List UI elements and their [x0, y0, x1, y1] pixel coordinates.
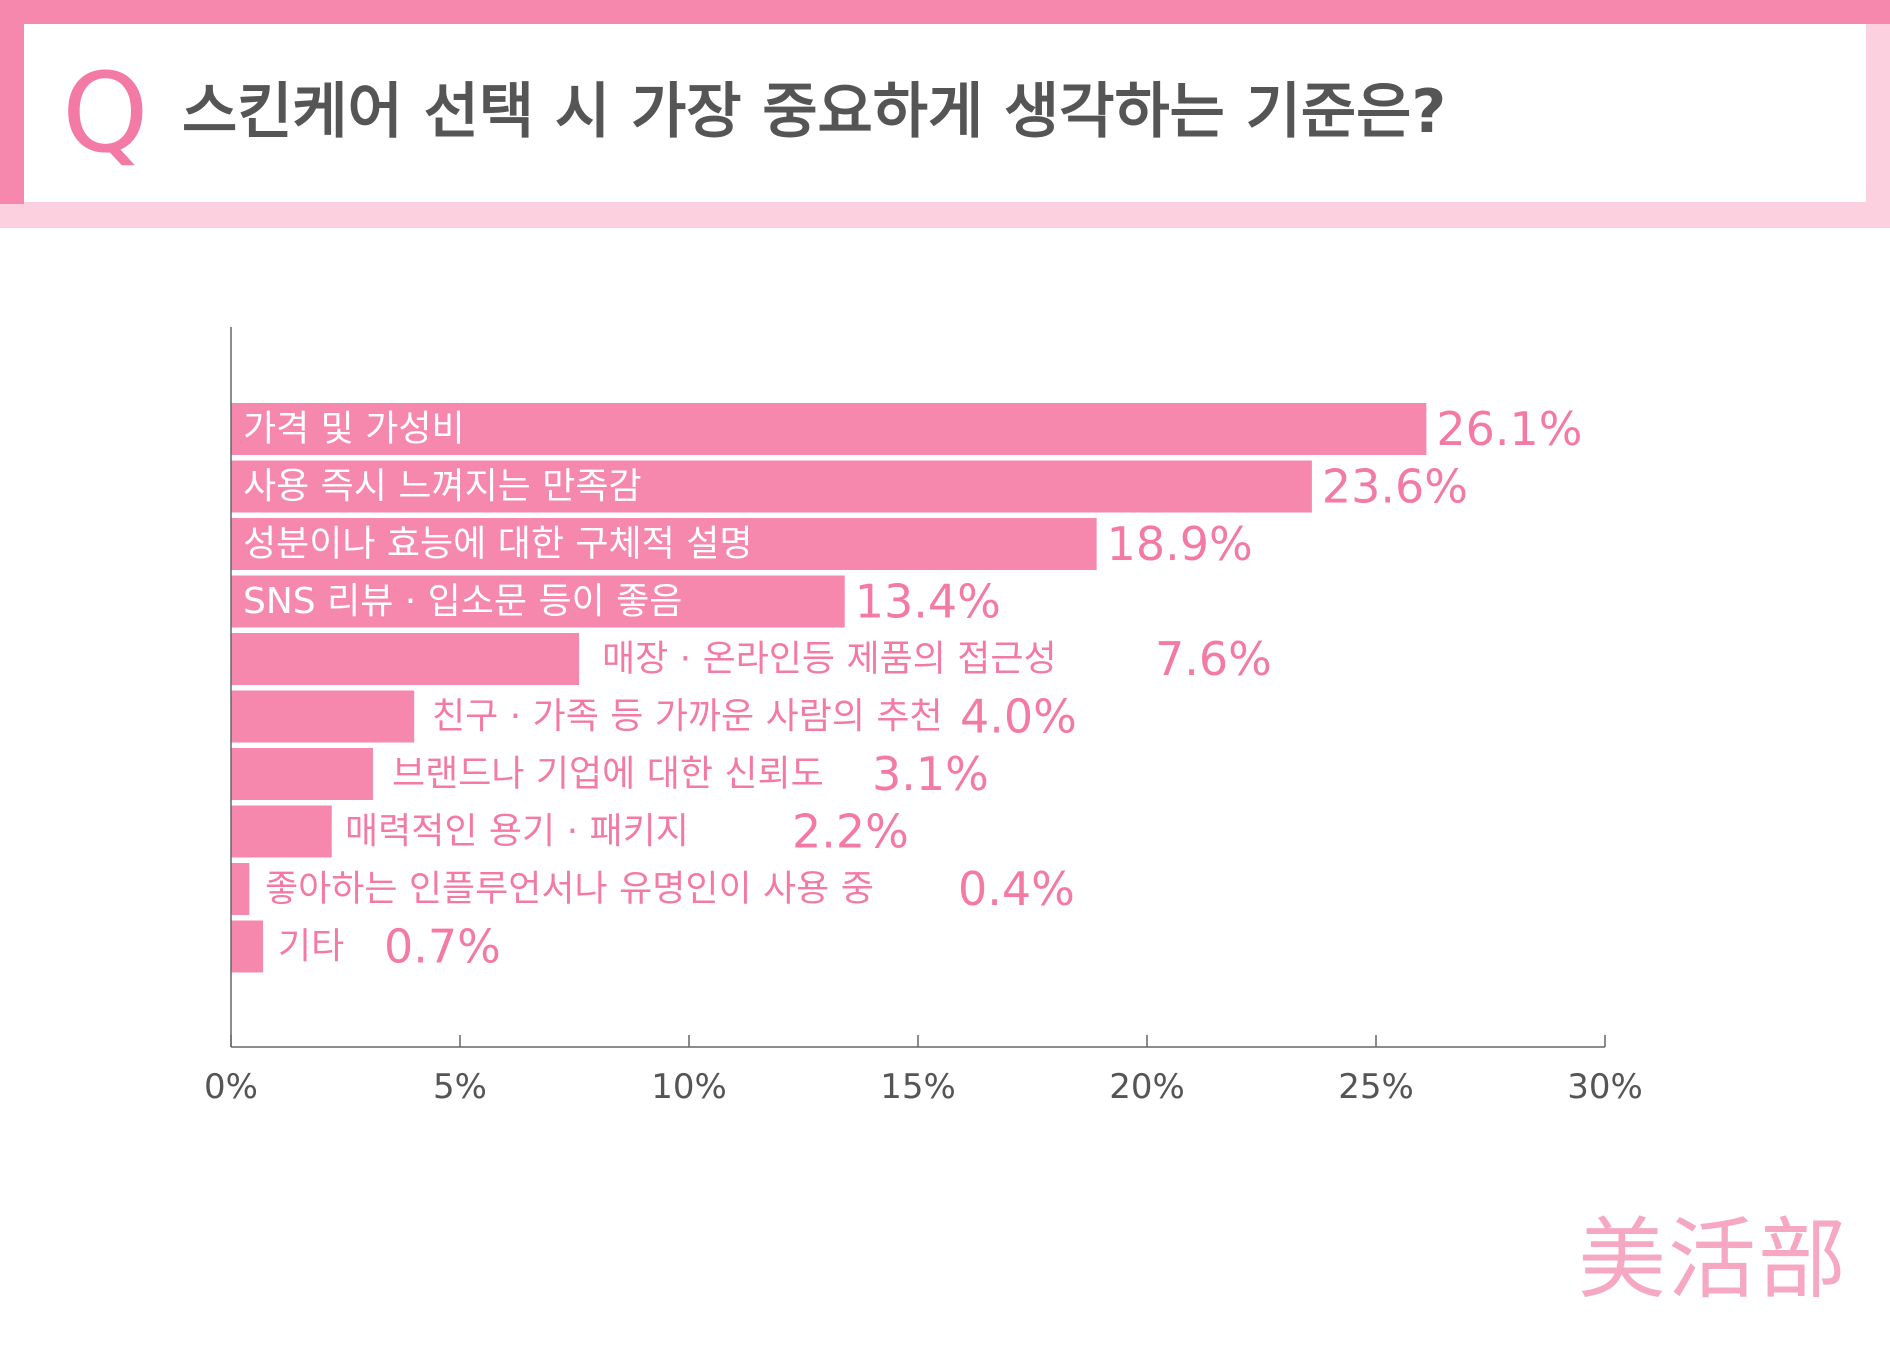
- x-tick-label: 5%: [433, 1067, 487, 1107]
- bar-4: [231, 575, 845, 628]
- question-mark-letter: Q: [62, 49, 149, 177]
- value-label: 3.1%: [872, 747, 989, 801]
- bar-8: [231, 805, 332, 858]
- question-title: 스킨케어 선택 시 가장 중요하게 생각하는 기준은?: [182, 77, 1447, 147]
- x-tick-label: 20%: [1109, 1067, 1185, 1107]
- bar-10: [231, 920, 264, 973]
- header-box: [24, 24, 1866, 202]
- bars-layer: [231, 403, 1427, 973]
- brand-logo: 美活部: [1578, 1208, 1849, 1311]
- value-label: 26.1%: [1436, 402, 1582, 456]
- bar-3: [231, 518, 1097, 570]
- x-tick-label: 30%: [1567, 1067, 1643, 1107]
- bar-9: [231, 863, 250, 915]
- category-label: 사용 즉시 느껴지는 만족감: [243, 466, 642, 507]
- category-label: 좋아하는 인플루언서나 유명인이 사용 중: [265, 869, 874, 910]
- category-label: 성분이나 효능에 대한 구체적 설명: [243, 524, 752, 565]
- bar-6: [231, 690, 415, 743]
- value-label: 23.6%: [1322, 460, 1468, 514]
- value-label: 0.4%: [958, 862, 1075, 916]
- bar-5: [231, 633, 580, 685]
- bar-2: [231, 460, 1312, 513]
- category-label: 매장 · 온라인등 제품의 접근성: [602, 639, 1057, 680]
- category-label: 가격 및 가성비: [243, 409, 465, 450]
- x-axis: 0% 5% 10% 15% 20% 25% 30%: [204, 327, 1643, 1107]
- category-label: SNS 리뷰 · 입소문 등이 좋음: [243, 581, 682, 622]
- x-tick-label: 15%: [880, 1067, 956, 1107]
- x-tick-label: 0%: [204, 1067, 258, 1107]
- value-label: 4.0%: [960, 690, 1077, 744]
- x-tick-label: 10%: [651, 1067, 727, 1107]
- value-label: 2.2%: [792, 805, 909, 859]
- bar-7: [231, 748, 373, 800]
- category-label: 매력적인 용기 · 패키지: [345, 811, 689, 852]
- bar-1: [231, 403, 1427, 455]
- x-tick-label: 25%: [1338, 1067, 1414, 1107]
- labels-layer: 가격 및 가성비 26.1% 사용 즉시 느껴지는 만족감 23.6% 성분이나 효능에…: [243, 402, 1583, 974]
- value-label: 0.7%: [384, 920, 501, 974]
- value-label: 7.6%: [1155, 632, 1272, 686]
- category-label: 기타: [278, 926, 344, 967]
- value-label: 18.9%: [1107, 517, 1253, 571]
- header-banner: [0, 0, 1890, 228]
- category-label: 친구 · 가족 등 가까운 사람의 추천: [432, 696, 943, 737]
- category-label: 브랜드나 기업에 대한 신뢰도: [392, 754, 824, 795]
- value-label: 13.4%: [855, 575, 1001, 629]
